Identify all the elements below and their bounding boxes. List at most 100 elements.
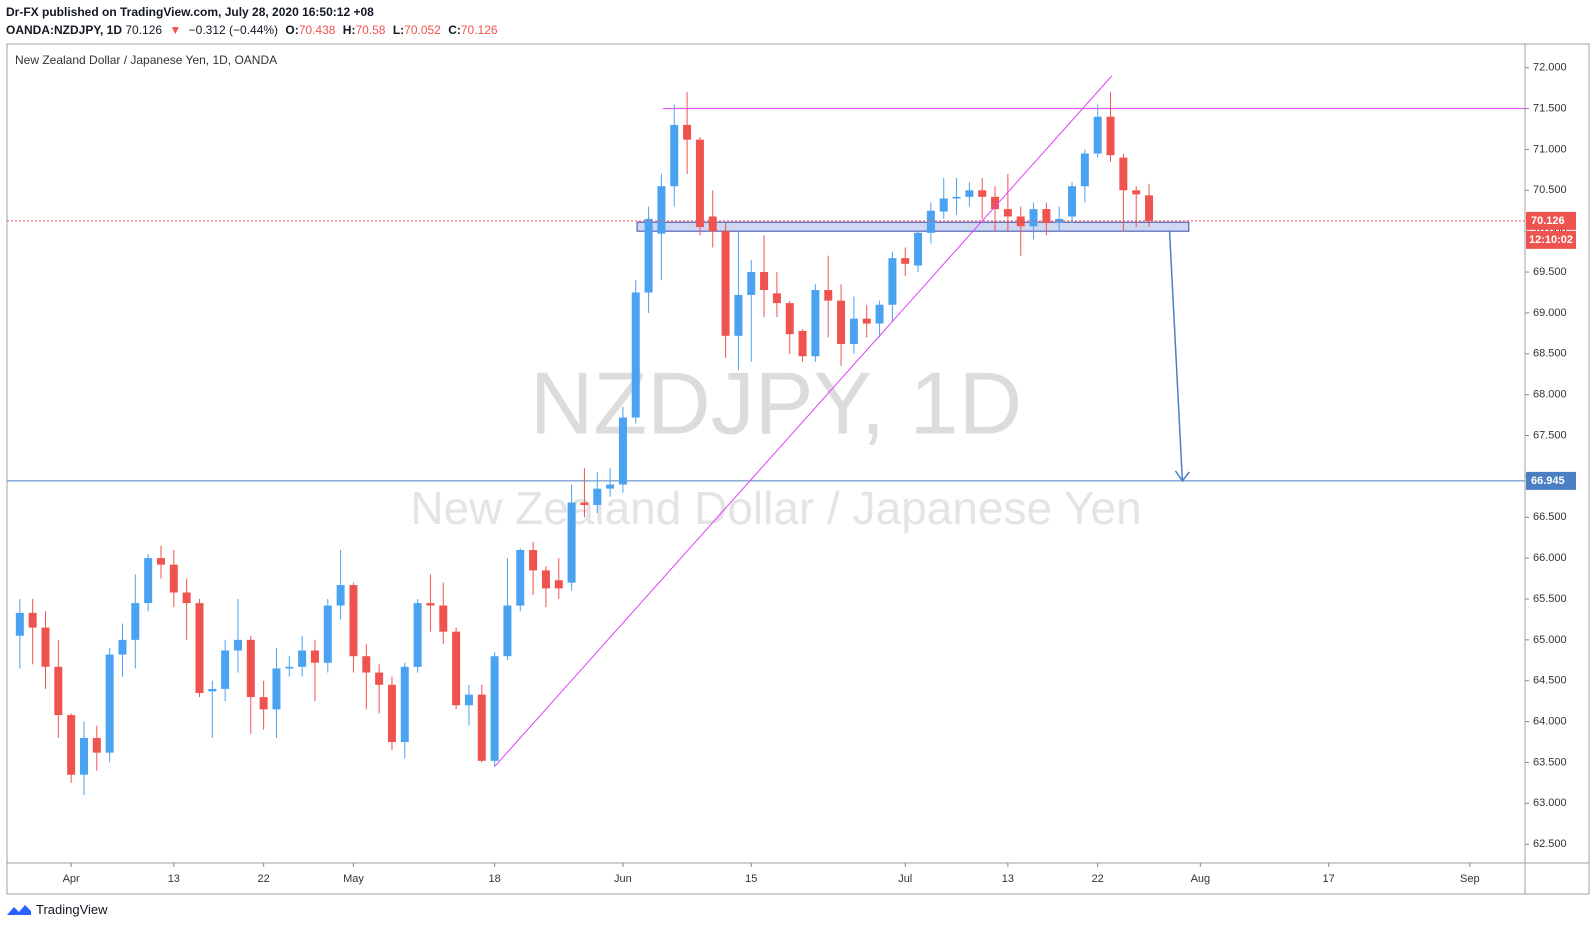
candle-body [67, 715, 76, 775]
y-tick-label: 71.500 [1533, 102, 1567, 114]
candle-body [195, 603, 204, 693]
watermark-title: NZDJPY, 1D [530, 353, 1022, 452]
y-tick-label: 63.500 [1533, 756, 1567, 768]
candle-body [92, 737, 101, 753]
candle-body [747, 272, 756, 295]
publisher: Dr-FX published on TradingView.com, July… [6, 5, 374, 19]
last-price-label: 70.126 [1531, 215, 1565, 227]
x-tick-label: Apr [63, 873, 80, 885]
candle-body [772, 293, 781, 304]
x-tick-label: 13 [1002, 873, 1014, 885]
y-tick-label: 69.000 [1533, 307, 1567, 319]
x-tick-label: 13 [168, 873, 180, 885]
x-tick-label: 15 [745, 873, 757, 885]
candle-body [144, 558, 153, 604]
candle-body [182, 592, 191, 604]
candle-body [580, 502, 589, 505]
candle-body [529, 549, 538, 571]
candle-body [901, 258, 910, 264]
y-tick-label: 68.000 [1533, 389, 1567, 401]
candle-body [567, 502, 576, 583]
candle-body [849, 318, 858, 344]
header-line: Dr-FX published on TradingView.com, July… [6, 3, 502, 21]
candle-body [1080, 153, 1089, 187]
candle-body [400, 666, 409, 743]
countdown-box [1526, 230, 1576, 249]
candle-body [54, 666, 63, 716]
ohlc-label: C: [448, 23, 461, 37]
candle-body [1029, 209, 1038, 227]
target-price-label: 66.945 [1531, 475, 1565, 487]
candle-body [208, 688, 217, 692]
candle-body [375, 672, 384, 685]
change: −0.312 (−0.44%) [188, 23, 279, 37]
header-line: OANDA:NZDJPY, 1D 70.126 ▼ −0.312 (−0.44%… [6, 21, 502, 39]
candle-body [760, 272, 769, 291]
x-tick-label: Jun [614, 873, 632, 885]
candle-body [541, 570, 550, 589]
candle-body [1093, 116, 1102, 154]
candle-body [310, 650, 319, 663]
candle-body [272, 668, 281, 710]
ohlc-label: L: [392, 23, 405, 37]
candle-body [683, 124, 692, 140]
candle-body [169, 564, 178, 593]
candle-body [221, 650, 230, 689]
last-price: 70.126 [125, 23, 163, 37]
candle-body [28, 612, 37, 628]
candle-body [657, 186, 666, 234]
y-tick-label: 65.000 [1533, 634, 1567, 646]
logo [7, 904, 31, 915]
x-tick-label: 17 [1323, 873, 1335, 885]
candle-body [336, 585, 345, 606]
candle-body [298, 650, 307, 667]
y-tick-label: 63.000 [1533, 797, 1567, 809]
candle-body [1003, 209, 1012, 217]
ohlc-value: 70.126 [460, 23, 498, 37]
x-tick-label: Jul [898, 873, 912, 885]
ohlc-label: O: [285, 23, 299, 37]
x-tick-label: 18 [488, 873, 500, 885]
candle-body [618, 417, 627, 485]
candle-body [41, 627, 50, 667]
y-tick-label: 71.000 [1533, 143, 1567, 155]
candle-body [811, 290, 820, 357]
frame [6, 43, 1590, 895]
x-tick-label: Sep [1460, 873, 1480, 885]
footer: TradingView [6, 902, 108, 917]
candle-body [477, 694, 486, 761]
candle-body [1132, 190, 1141, 195]
y-tick-label: 66.500 [1533, 511, 1567, 523]
y-tick-label: 62.500 [1533, 838, 1567, 850]
candle-body [875, 304, 884, 324]
y-tick-label: 72.000 [1533, 62, 1567, 74]
candle-body [285, 666, 294, 669]
candle-body [323, 605, 332, 663]
candle-body [862, 318, 871, 324]
symbol: OANDA:NZDJPY, 1D [6, 23, 123, 37]
candle-body [503, 605, 512, 657]
candle-body [464, 694, 473, 706]
candle-body [606, 484, 615, 489]
ohlc-value: 70.438 [298, 23, 336, 37]
candle-body [79, 737, 88, 775]
candle-body [490, 656, 499, 761]
x-tick-label: Aug [1191, 873, 1211, 885]
candle-body [824, 290, 833, 301]
candle-body [1068, 186, 1077, 217]
candle-body [952, 196, 961, 199]
candle-body [888, 258, 897, 305]
target-price-box [1526, 471, 1576, 490]
last-price-box [1526, 211, 1576, 230]
candle-body [670, 124, 679, 187]
candle-body [1145, 195, 1154, 221]
candle-body [1106, 116, 1115, 156]
candle-body [631, 292, 640, 418]
candle-body [1119, 157, 1128, 191]
candle-body [593, 488, 602, 505]
candle-body [349, 585, 358, 657]
y-tick-label: 64.500 [1533, 675, 1567, 687]
candle-body [644, 218, 653, 293]
header: Dr-FX published on TradingView.com, July… [6, 3, 502, 39]
